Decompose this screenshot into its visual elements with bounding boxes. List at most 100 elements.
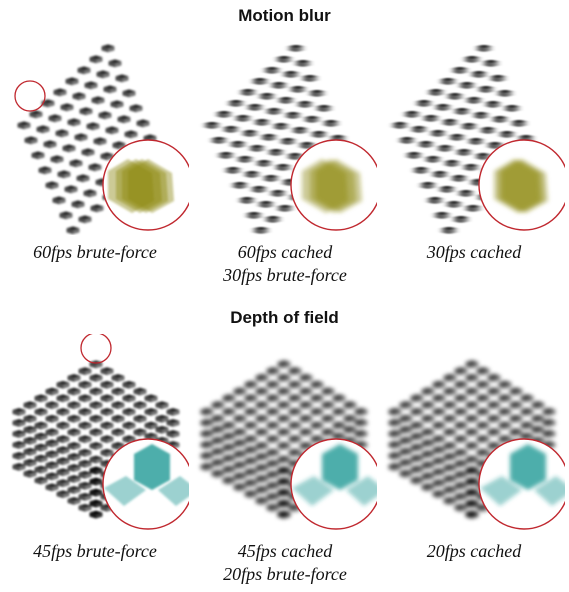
cube-face-top	[74, 133, 88, 138]
cube-face-top	[460, 81, 474, 86]
cube-face-left	[111, 443, 118, 450]
cube-face-top	[479, 85, 493, 90]
cube-face-left	[321, 403, 328, 410]
cube-face-right	[417, 409, 424, 416]
cube-face-top	[100, 380, 114, 385]
cube-face-top	[86, 122, 100, 127]
cube-face-right	[406, 403, 413, 410]
cube-face-left	[233, 474, 240, 481]
cube-face-top	[78, 421, 92, 426]
cube-face-left	[487, 430, 494, 437]
cube-face-right	[229, 396, 236, 403]
cube-face-right	[317, 396, 324, 403]
cube-face-left	[56, 396, 63, 403]
cube-face-left	[277, 443, 284, 450]
cube-face-left	[421, 430, 428, 437]
cube-face-top	[233, 483, 247, 488]
cube-face-left	[67, 487, 74, 494]
cube-face-right	[173, 420, 180, 427]
cube-face-top	[476, 394, 490, 399]
cube-face-top	[23, 414, 37, 419]
cube-face-top	[443, 464, 457, 468]
cube-face-right	[96, 443, 103, 450]
cube-face-top	[393, 121, 407, 126]
cube-face-top	[24, 136, 38, 141]
cube-face-left	[144, 409, 151, 416]
cube-face-right	[450, 403, 457, 410]
cube-face-top	[67, 475, 81, 479]
inset-cube-shape	[480, 476, 522, 506]
cube-face-top	[264, 174, 278, 179]
cube-face-left	[443, 476, 450, 483]
cube-face-left	[454, 369, 461, 376]
cube-face-left	[432, 470, 439, 477]
cube-face-left	[476, 437, 483, 444]
cube-face-top	[454, 408, 468, 412]
cube-face-top	[34, 432, 48, 437]
cube-face-right	[549, 409, 556, 416]
cube-face-top	[476, 152, 490, 157]
cube-face-top	[144, 394, 158, 399]
cube-face-top	[286, 111, 300, 116]
cube-face-right	[19, 453, 26, 460]
cube-face-left	[299, 443, 306, 450]
cube-face-right	[494, 430, 501, 437]
cube-face-left	[321, 430, 328, 437]
cube-face-top	[59, 211, 73, 216]
cube-face-top	[277, 387, 291, 392]
cube-face-left	[89, 362, 96, 369]
cube-face-top	[277, 374, 291, 378]
cube-face-right	[472, 375, 479, 382]
cube-face-top	[103, 85, 117, 90]
cube-face-left	[244, 396, 251, 403]
cube-face-right	[52, 441, 59, 448]
cube-face-top	[78, 470, 92, 475]
cube-face-right	[240, 452, 247, 459]
cube-face-top	[56, 435, 70, 440]
cube-face-right	[439, 459, 446, 466]
cube-face-right	[328, 430, 335, 437]
inset-ring	[478, 438, 565, 530]
cube-face-top	[491, 74, 505, 79]
cube-face-left	[542, 409, 549, 416]
cube-face-right	[52, 485, 59, 492]
cube-face-top	[100, 435, 114, 440]
cube-face-right	[262, 498, 269, 505]
cube-face-right	[483, 369, 490, 376]
cube-face-left	[12, 420, 19, 427]
cube-face-left	[421, 474, 428, 481]
depth-of-field-heading: Depth of field	[230, 308, 339, 327]
cube-face-top	[443, 374, 457, 378]
cube-face-top	[69, 159, 83, 164]
zoom-inset	[102, 438, 189, 530]
cube-face-right	[52, 430, 59, 437]
cube-face-left	[388, 420, 395, 427]
cube-face-top	[89, 455, 103, 460]
cube-face-right	[151, 409, 158, 416]
cube-face-top	[244, 394, 258, 399]
cube-face-left	[421, 463, 428, 470]
cube-face-left	[45, 452, 52, 459]
cube-face-top	[277, 477, 291, 482]
cube-face-top	[56, 468, 70, 473]
cube-face-top	[67, 428, 81, 433]
cube-face-right	[428, 430, 435, 437]
cube-face-right	[472, 430, 479, 437]
cube-face-top	[432, 446, 446, 451]
cube-face-top	[34, 465, 48, 470]
cube-face-top	[122, 394, 136, 399]
cube-face-right	[85, 409, 92, 416]
cube-face-top	[465, 401, 479, 406]
cube-face-left	[244, 492, 251, 499]
cube-face-top	[284, 70, 298, 75]
cube-face-left	[443, 454, 450, 461]
cube-face-right	[118, 375, 125, 382]
cube-face-right	[41, 396, 48, 403]
cube-face-top	[421, 414, 435, 419]
cube-face-top	[443, 387, 457, 392]
cube-face-left	[432, 448, 439, 455]
cube-face-left	[56, 459, 63, 466]
cube-face-top	[421, 472, 435, 477]
cube-face-top	[498, 394, 512, 399]
cube-face-top	[481, 126, 495, 131]
